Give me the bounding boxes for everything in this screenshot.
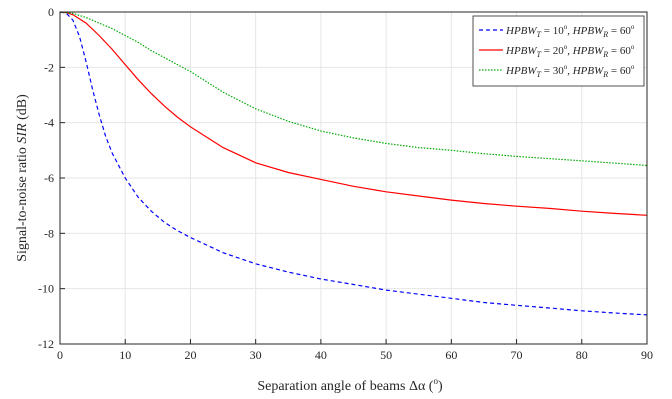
x-tick-label: 0 bbox=[57, 348, 63, 362]
y-axis-label-symbol: SIR bbox=[15, 123, 30, 144]
x-tick-label: 40 bbox=[315, 348, 327, 362]
y-tick-label: -6 bbox=[44, 171, 54, 185]
y-axis-label: Signal-to-noise ratio SIR (dB) bbox=[15, 94, 30, 262]
x-tick-label: 10 bbox=[119, 348, 131, 362]
y-axis-label-unit: (dB) bbox=[15, 94, 30, 124]
x-tick-label: 70 bbox=[511, 348, 523, 362]
x-axis-label-tail: ) bbox=[438, 379, 443, 394]
y-tick-label: -12 bbox=[38, 337, 54, 351]
x-tick-label: 30 bbox=[250, 348, 262, 362]
legend-entry-3: HPBWT = 30o, HPBWR = 60o bbox=[505, 63, 635, 79]
axes-box bbox=[59, 11, 648, 345]
legend-box bbox=[472, 15, 645, 87]
tick-labels: 0 10 20 30 40 50 60 70 80 90 0 -2 -4 -6 -8 -10 -12 bbox=[38, 5, 653, 362]
series-line-3 bbox=[59, 11, 648, 167]
legend-entry-1: HPBWT = 10o, HPBWR = 60o bbox=[505, 23, 635, 39]
y-tick-label: -10 bbox=[38, 282, 54, 296]
x-axis-label-text: Separation angle of beams Δα ( bbox=[257, 379, 433, 394]
legend-entry-2: HPBWT = 20o, HPBWR = 60o bbox=[505, 43, 635, 59]
x-tick-label: 90 bbox=[641, 348, 653, 362]
y-tick-label: -2 bbox=[44, 60, 54, 74]
y-tick-label: -8 bbox=[44, 226, 54, 240]
y-tick-label: 0 bbox=[48, 5, 54, 19]
x-tick-label: 60 bbox=[445, 348, 457, 362]
series-group bbox=[59, 11, 648, 316]
series-line-1 bbox=[59, 11, 648, 316]
x-axis-label-unit: o bbox=[433, 376, 438, 386]
x-tick-label: 80 bbox=[576, 348, 588, 362]
axes bbox=[59, 11, 648, 345]
x-tick-label: 20 bbox=[184, 348, 196, 362]
y-tick-label: -4 bbox=[44, 116, 54, 130]
x-tick-label: 50 bbox=[380, 348, 392, 362]
y-axis-label-text: Signal-to-noise ratio bbox=[15, 144, 30, 262]
x-axis-label: Separation angle of beams Δα (o) bbox=[257, 376, 443, 394]
series-line-2 bbox=[59, 11, 648, 216]
legend: HPBWT = 10o, HPBWR = 60o HPBWT = 20o, HPB… bbox=[472, 15, 645, 87]
